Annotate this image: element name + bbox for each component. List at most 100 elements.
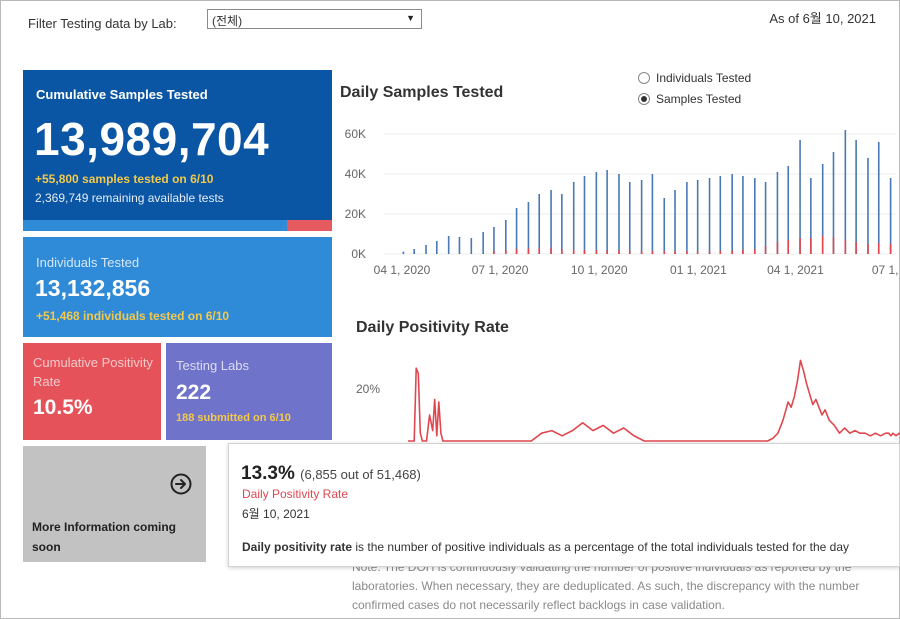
samples-bar xyxy=(470,238,473,254)
progress-fill xyxy=(23,220,288,231)
lab-filter-value: (전체) xyxy=(212,14,243,28)
cumulative-positivity-title: Cumulative Positivity Rate xyxy=(33,355,153,389)
x-tick-label: 04 1, 2021 xyxy=(767,263,824,277)
samples-bar xyxy=(482,232,484,254)
daily-samples-chart[interactable]: 0K 20K 40K 60K 04 1, 2020 07 1, 2020 10 1, 202… xyxy=(336,118,900,283)
positivity-tooltip: 13.3% (6,855 out of 51,468) Daily Positi… xyxy=(228,443,900,567)
positive-bar xyxy=(572,249,575,254)
daily-positivity-chart[interactable]: 20% xyxy=(336,345,900,445)
samples-bar xyxy=(708,178,711,254)
as-of-date: As of 6월 10, 2021 xyxy=(769,11,876,26)
individuals-tested-value: 13,132,856 xyxy=(35,275,151,301)
positive-bar xyxy=(844,240,847,254)
cumulative-samples-value: 13,989,704 xyxy=(34,113,270,165)
cumulative-samples-title: Cumulative Samples Tested xyxy=(36,87,208,102)
positive-bar xyxy=(810,238,812,254)
positive-bar xyxy=(674,251,676,254)
samples-bar xyxy=(787,166,790,254)
positive-bar xyxy=(742,250,744,254)
note-line-2: laboratories. When necessary, they are d… xyxy=(352,579,860,593)
more-information-card[interactable]: More Information coming soon xyxy=(23,446,206,562)
samples-bar xyxy=(458,237,461,254)
tooltip-positivity-value: 13.3% xyxy=(241,463,295,484)
testing-labs-card: Testing Labs 222 188 submitted on 6/10 xyxy=(166,343,332,440)
radio-unselected-icon[interactable] xyxy=(638,71,650,84)
positive-bar xyxy=(776,242,779,254)
note-line-3: confirmed cases do not necessarily refle… xyxy=(352,598,725,612)
positive-bar xyxy=(527,248,530,254)
positive-bar xyxy=(696,251,699,254)
samples-bar xyxy=(731,174,733,254)
positive-bar xyxy=(651,251,654,254)
x-tick-label: 07 1, 2020 xyxy=(472,263,529,277)
samples-bar xyxy=(832,152,835,254)
samples-bar xyxy=(719,176,722,254)
individuals-tested-title: Individuals Tested xyxy=(36,255,140,270)
samples-bar xyxy=(799,140,801,254)
positive-bar xyxy=(821,236,824,254)
samples-bar xyxy=(753,178,756,254)
samples-bar xyxy=(583,176,586,254)
samples-bar xyxy=(651,174,654,254)
y-tick-label: 0K xyxy=(351,247,366,261)
radio-individuals-label: Individuals Tested xyxy=(656,70,752,85)
samples-bar xyxy=(696,180,699,254)
radio-samples-tested[interactable]: Samples Tested xyxy=(638,88,751,109)
samples-bar xyxy=(855,140,857,254)
radio-selected-icon[interactable] xyxy=(638,92,650,105)
tooltip-desc-text: is the number of positive individuals as… xyxy=(352,540,850,554)
lab-filter-dropdown[interactable]: (전체) ▼ xyxy=(207,9,422,29)
x-tick-label: 10 1, 2020 xyxy=(571,263,628,277)
positive-bar xyxy=(867,244,869,254)
remaining-tests-progress-bar xyxy=(23,220,332,231)
positive-bar xyxy=(731,250,733,254)
testing-labs-value: 222 xyxy=(176,381,212,404)
positive-bar xyxy=(515,249,518,254)
samples-bar xyxy=(561,194,563,254)
positive-bar xyxy=(505,250,507,254)
individuals-tested-card: Individuals Tested 13,132,856 +51,468 in… xyxy=(23,237,332,337)
positive-bar xyxy=(618,250,620,254)
samples-bar xyxy=(674,190,676,254)
samples-bar xyxy=(493,227,495,254)
samples-bar xyxy=(402,251,405,254)
radio-individuals-tested[interactable]: Individuals Tested xyxy=(638,67,751,88)
samples-bar xyxy=(505,220,507,254)
positive-bar xyxy=(493,251,495,254)
cumulative-positivity-value: 10.5% xyxy=(33,396,93,419)
positive-bar xyxy=(550,247,552,254)
positive-bar xyxy=(628,250,631,254)
positive-bar xyxy=(832,237,835,254)
positive-bar xyxy=(753,249,756,254)
radio-samples-label: Samples Tested xyxy=(656,91,742,106)
samples-bar xyxy=(515,208,518,254)
y-tick-label: 40K xyxy=(345,167,366,181)
remaining-tests-text: 2,369,749 remaining available tests xyxy=(35,191,224,205)
lab-filter-label: Filter Testing data by Lab: xyxy=(28,16,177,31)
samples-bar xyxy=(776,172,779,254)
individuals-today-text: +51,468 individuals tested on 6/10 xyxy=(36,309,230,323)
positive-bar xyxy=(889,244,892,254)
positive-bar xyxy=(764,246,767,254)
dropdown-arrow-icon[interactable]: ▼ xyxy=(406,13,415,23)
samples-bar xyxy=(889,178,892,254)
arrow-right-circle-icon[interactable] xyxy=(170,473,192,495)
samples-bar xyxy=(686,182,688,254)
samples-today-text: +55,800 samples tested on 6/10 xyxy=(35,172,214,186)
samples-bar xyxy=(764,182,767,254)
samples-bar xyxy=(606,170,608,254)
tooltip-value-line: 13.3% (6,855 out of 51,468) xyxy=(241,463,421,485)
positive-bar xyxy=(640,250,643,254)
y-tick-label: 20K xyxy=(345,207,366,221)
samples-bar xyxy=(436,241,438,254)
cumulative-samples-card: Cumulative Samples Tested 13,989,704 +55… xyxy=(23,70,332,220)
samples-bar xyxy=(742,176,744,254)
chart-measure-selector: Individuals Tested Samples Tested xyxy=(638,67,751,109)
positive-bar xyxy=(855,242,857,254)
x-tick-label: 01 1, 2021 xyxy=(670,263,727,277)
positive-bar xyxy=(787,240,790,254)
samples-bar xyxy=(663,198,666,254)
tooltip-detail: (6,855 out of 51,468) xyxy=(300,467,421,482)
positive-bar xyxy=(708,251,711,254)
samples-bar xyxy=(618,174,620,254)
